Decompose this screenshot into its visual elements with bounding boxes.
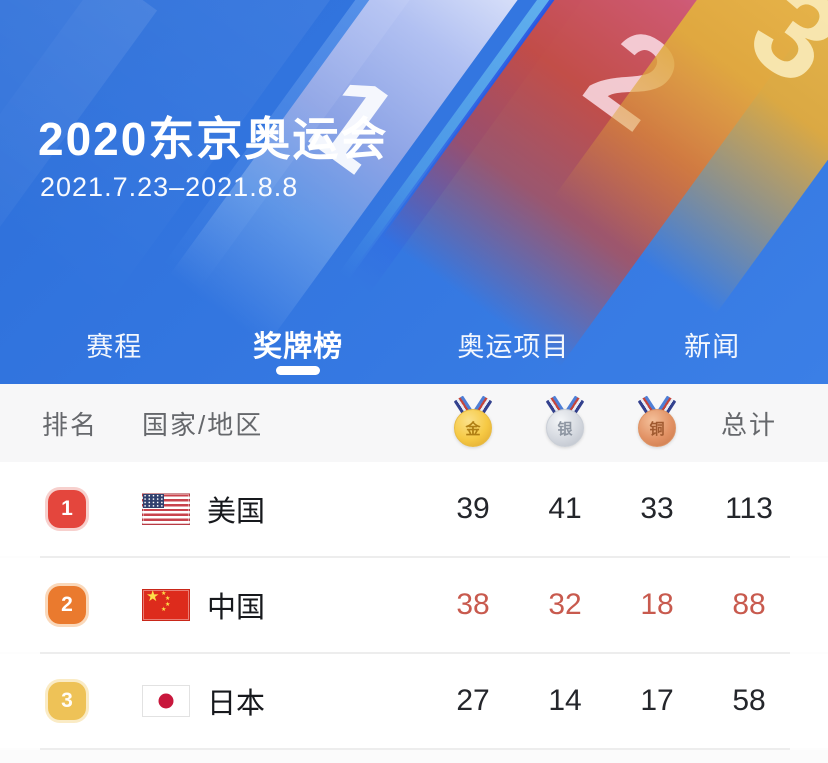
rank-badge: 3 — [48, 682, 86, 720]
column-header-gold: 金 — [427, 396, 519, 450]
china-flag: ★ ★ ★ ★ ★ — [142, 589, 190, 621]
row-divider — [40, 748, 790, 750]
country-name: 美国 — [207, 496, 266, 528]
active-tab-indicator — [276, 366, 321, 375]
total-count: 88 — [732, 588, 766, 621]
bronze-medal-icon: 铜 — [634, 396, 680, 450]
medal-table-header: 排名 国家/地区 金 银 铜 总计 — [0, 384, 828, 462]
silver-count: 14 — [548, 684, 582, 717]
tab-medal-table[interactable]: 奖牌榜 — [253, 304, 343, 384]
tab-news[interactable]: 新闻 — [684, 304, 740, 384]
table-row-china[interactable]: 2 ★ ★ ★ ★ ★ 中国 38 32 18 88 — [0, 558, 828, 652]
table-row-usa[interactable]: 1 美国 39 41 33 113 — [0, 462, 828, 556]
tab-label: 新闻 — [684, 331, 741, 362]
silver-count: 32 — [548, 588, 582, 621]
bronze-count: 33 — [640, 492, 674, 525]
usa-flag — [142, 493, 190, 525]
total-count: 113 — [725, 492, 773, 525]
tab-bar: 赛程 奖牌榜 奥运项目 新闻 — [0, 304, 828, 384]
tab-schedule[interactable]: 赛程 — [86, 304, 142, 384]
header-banner: 1 2 3 2020东京奥运会 2021.7.23–2021.8.8 赛程 奖牌… — [0, 0, 828, 384]
column-header-rank: 排名 — [42, 409, 99, 440]
country-name: 日本 — [207, 688, 266, 720]
column-header-bronze: 铜 — [611, 396, 703, 450]
event-dates: 2021.7.23–2021.8.8 — [40, 172, 299, 202]
total-count: 58 — [732, 684, 766, 717]
row-divider — [40, 652, 790, 654]
silver-count: 41 — [548, 492, 582, 525]
tab-olympic-events[interactable]: 奥运项目 — [457, 304, 569, 384]
column-header-total: 总计 — [720, 409, 777, 440]
gold-medal-icon: 金 — [450, 396, 496, 450]
row-divider — [40, 556, 790, 558]
table-row-japan[interactable]: 3 日本 27 14 17 58 — [0, 654, 828, 748]
column-header-country: 国家/地区 — [142, 409, 264, 440]
gold-count: 39 — [456, 492, 490, 525]
gold-count: 38 — [456, 588, 490, 621]
tab-label: 奖牌榜 — [253, 331, 344, 363]
rank-badge: 1 — [48, 490, 86, 528]
column-header-silver: 银 — [519, 396, 611, 450]
japan-flag — [142, 685, 190, 717]
tab-label: 奥运项目 — [457, 331, 570, 362]
silver-medal-icon: 银 — [542, 396, 588, 450]
medal-table: 排名 国家/地区 金 银 铜 总计 1 美国 39 41 33 11 — [0, 384, 828, 763]
bronze-count: 17 — [640, 684, 674, 717]
country-name: 中国 — [207, 592, 266, 624]
bronze-count: 18 — [640, 588, 674, 621]
page-title: 2020东京奥运会 — [38, 113, 389, 165]
podium-number-3: 3 — [725, 0, 828, 113]
rank-badge: 2 — [48, 586, 86, 624]
tab-label: 赛程 — [86, 331, 143, 362]
gold-count: 27 — [456, 684, 490, 717]
bottom-strip — [0, 750, 828, 763]
